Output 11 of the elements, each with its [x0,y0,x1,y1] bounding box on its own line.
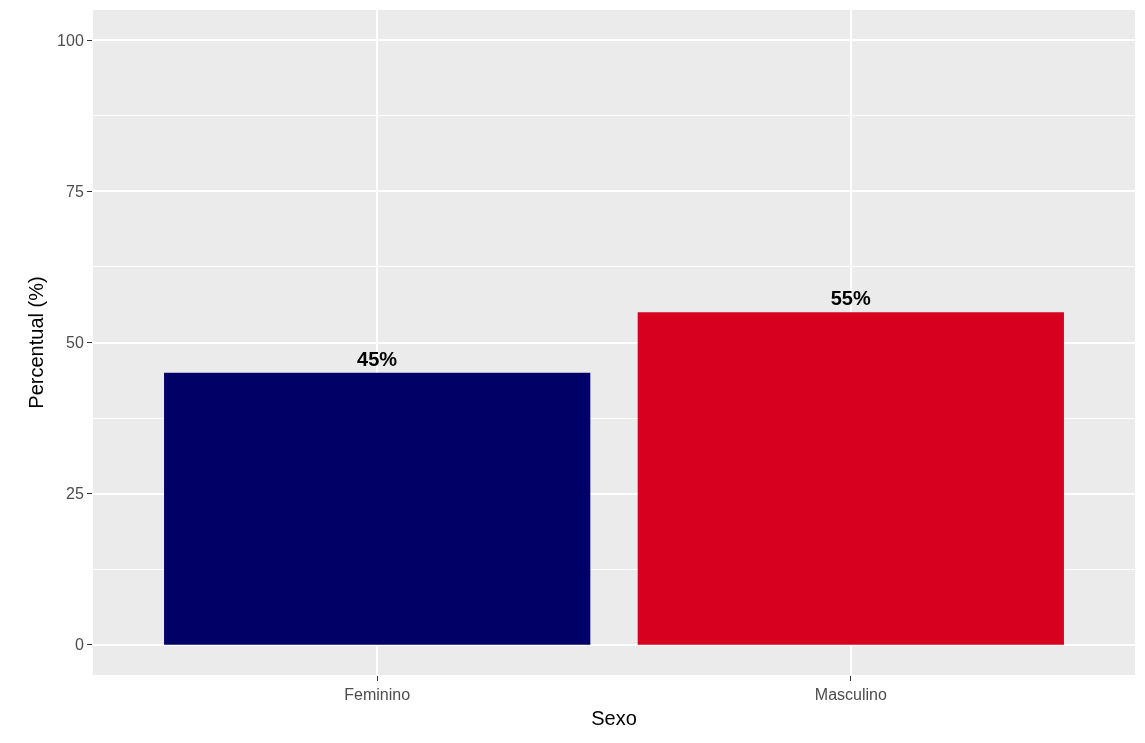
y-tick-label: 50 [66,334,84,352]
y-tick-label: 0 [74,636,84,654]
y-tick-label: 100 [57,31,84,49]
data-label: 55% [830,287,871,310]
y-tick-label: 25 [66,485,84,503]
x-tick-label: Masculino [814,686,887,704]
y-tick-label: 75 [66,182,84,200]
y-axis-title: Percentual (%) [24,276,47,409]
x-tick-label: Feminino [344,686,411,704]
data-label: 45% [357,347,398,370]
x-axis-title: Sexo [591,706,637,729]
